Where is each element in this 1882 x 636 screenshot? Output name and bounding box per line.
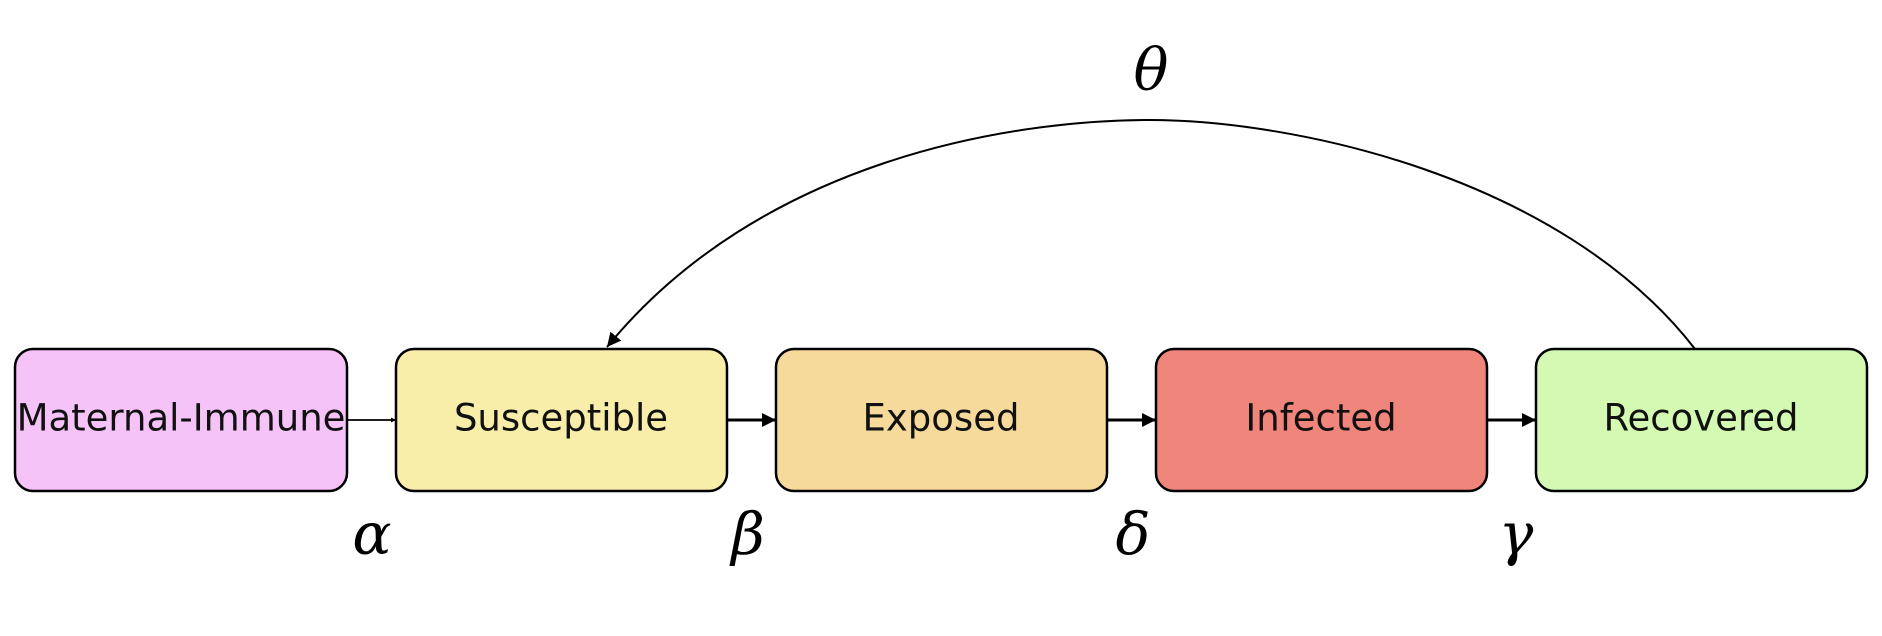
compartment-susceptible: Susceptible <box>394 347 729 493</box>
compartment-label: Susceptible <box>454 397 668 440</box>
compartment-infected: Infected <box>1154 347 1489 493</box>
compartment-label: Maternal-Immune <box>17 397 346 440</box>
compartment-label: Infected <box>1245 397 1396 440</box>
compartment-label: Recovered <box>1603 397 1798 440</box>
compartment-label: Exposed <box>863 397 1020 440</box>
rate-beta-label: β <box>729 500 765 568</box>
arrow-recovered-to-susceptible <box>606 118 1696 350</box>
rate-theta-label: θ <box>1134 36 1169 104</box>
rate-delta-label: δ <box>1116 500 1151 568</box>
compartment-recovered: Recovered <box>1534 347 1869 493</box>
compartment-maternal-immune: Maternal-Immune <box>13 347 349 493</box>
rate-gamma-label: γ <box>1499 500 1534 568</box>
compartment-exposed: Exposed <box>774 347 1109 493</box>
rate-alpha-label: α <box>352 500 391 568</box>
